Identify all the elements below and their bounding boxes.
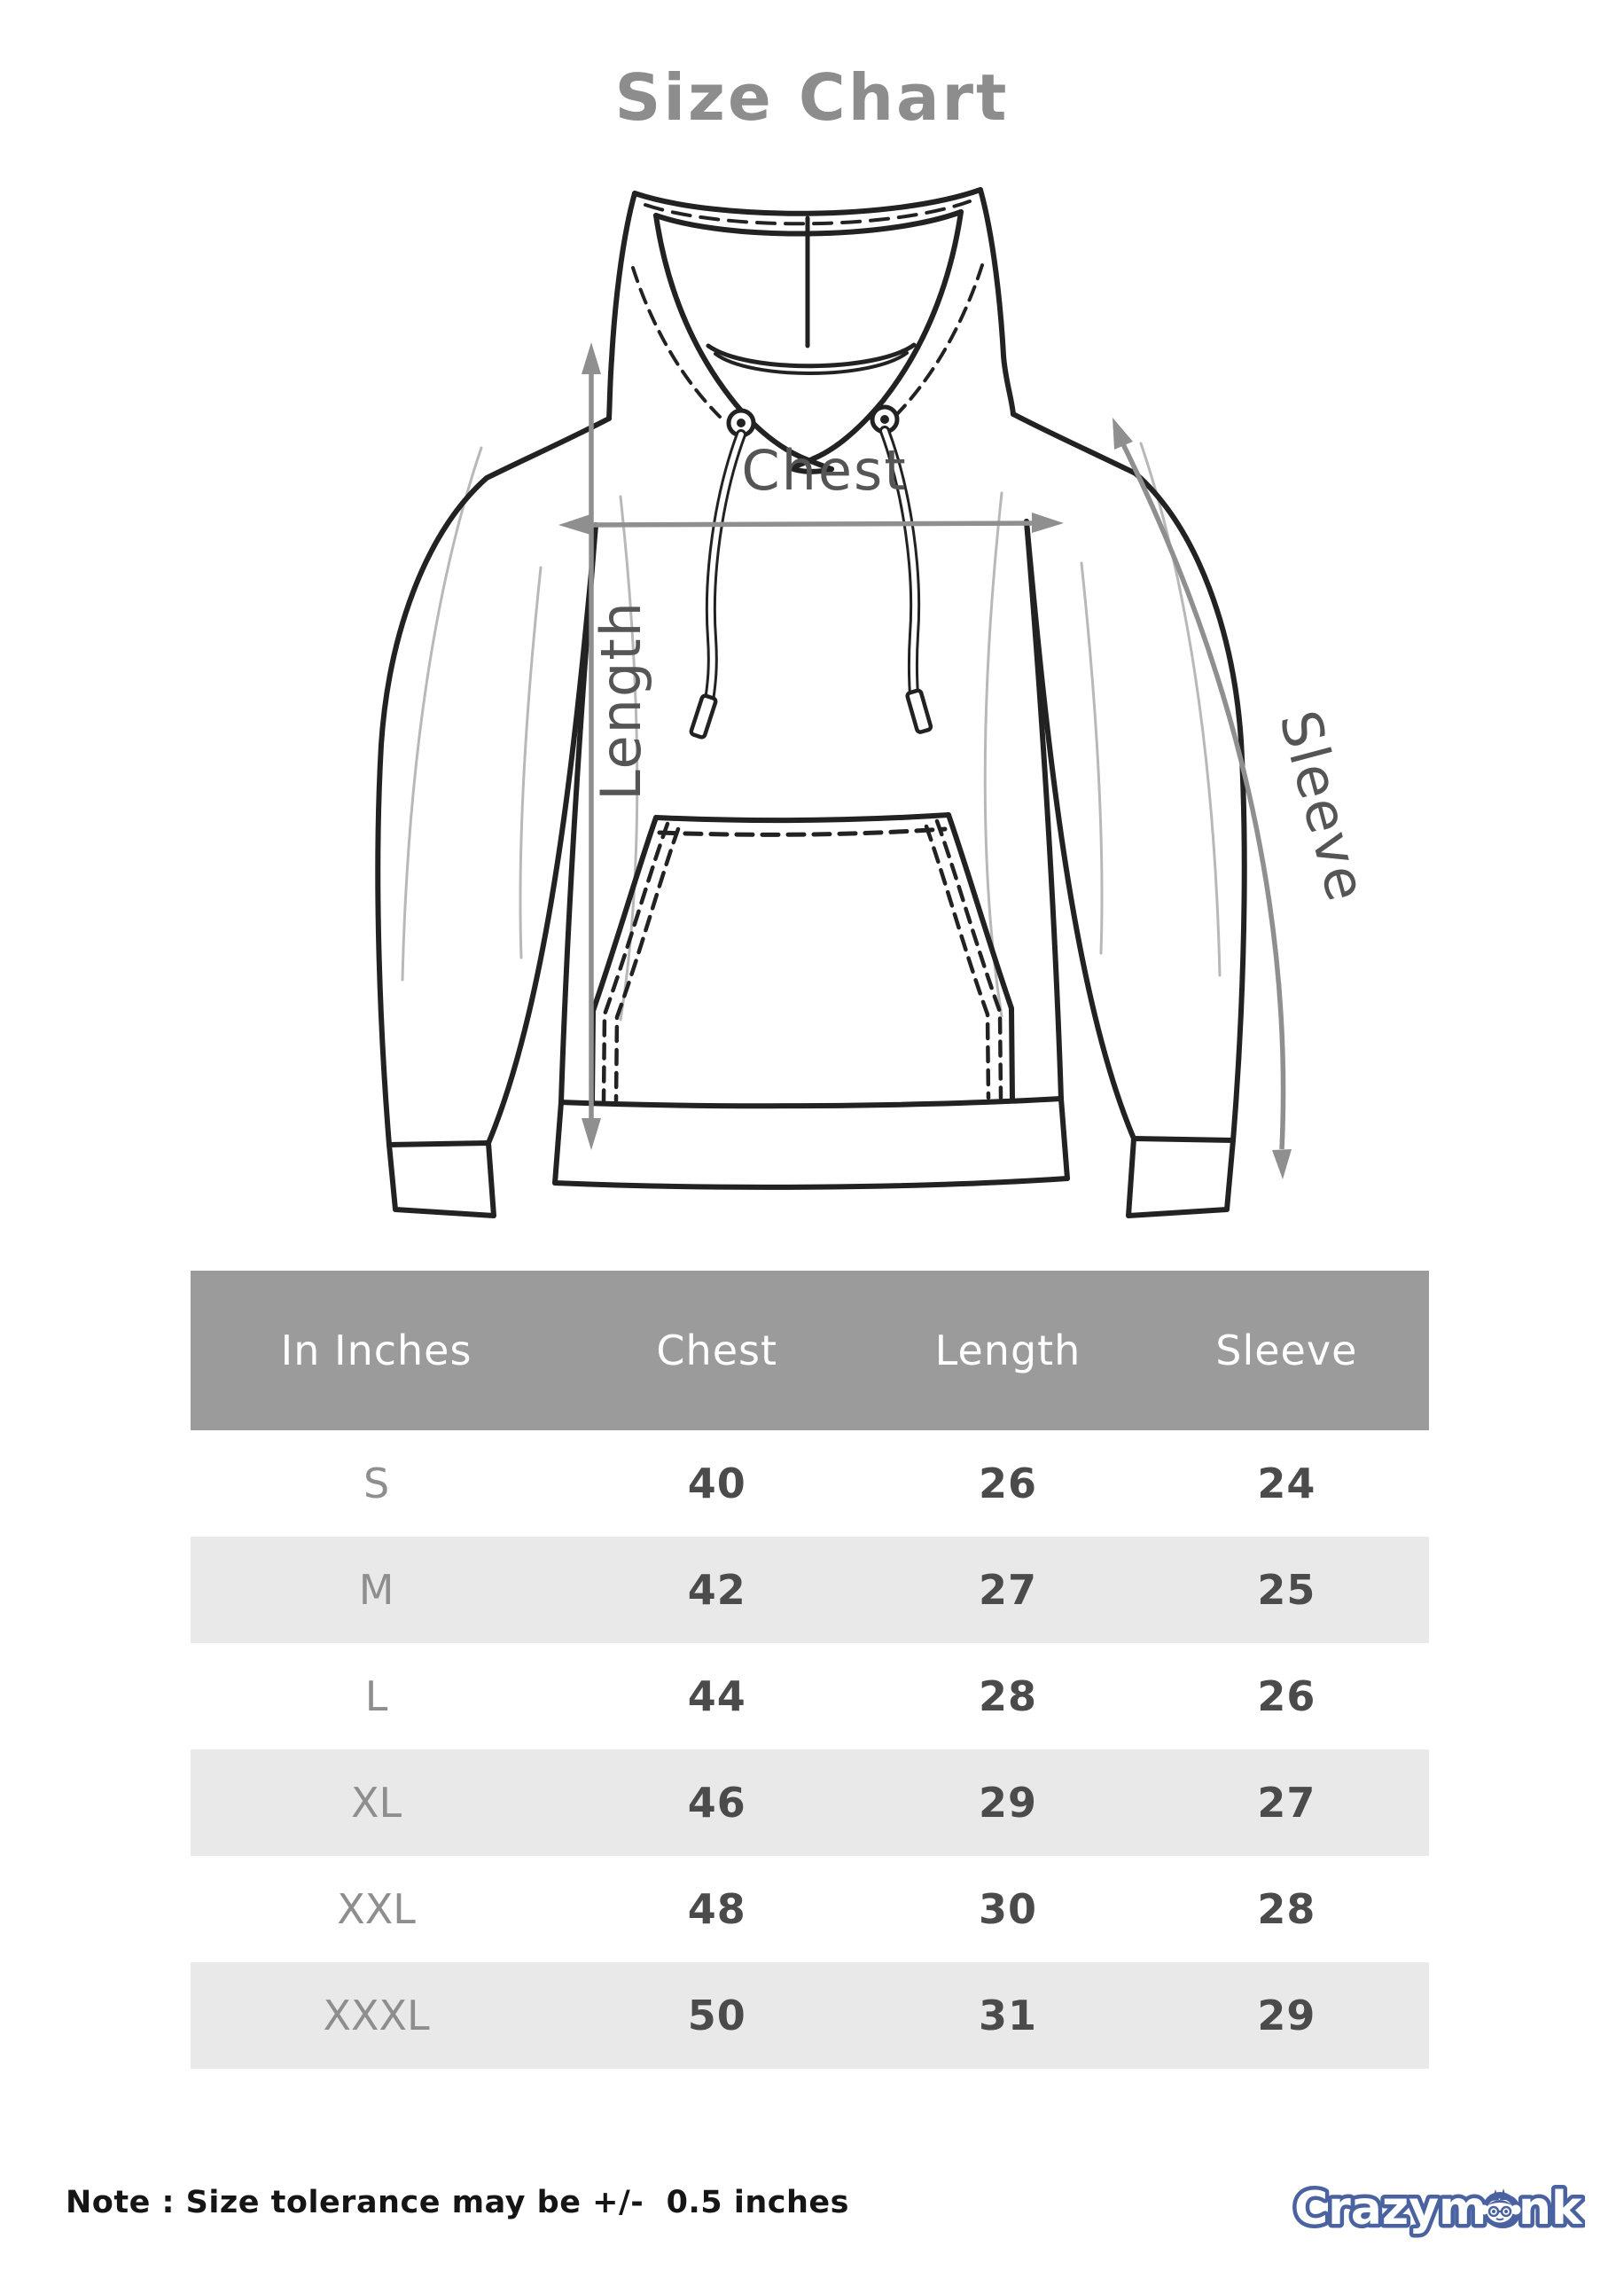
chest-label: Chest: [741, 438, 907, 503]
kangaroo-pocket: [589, 812, 1015, 1105]
length-arrowhead-bottom: [582, 1118, 601, 1150]
chest-value: 50: [687, 1992, 746, 2039]
hoodie-outline: [375, 187, 1247, 1218]
chest-value: 48: [687, 1885, 746, 1933]
hood-right-edge: [978, 187, 1016, 417]
tolerance-note: Note : Size tolerance may be +/- 0.5 inc…: [66, 2185, 849, 2220]
shoulder-left: [484, 416, 612, 481]
chest-arrow: [586, 521, 1036, 528]
sleeve-arrowhead-top: [1113, 418, 1133, 450]
header-chest: Chest: [656, 1327, 777, 1374]
sleeve-value: 27: [1257, 1779, 1316, 1827]
sleeve-arrowhead-bottom: [1272, 1149, 1292, 1179]
header-length: Length: [934, 1327, 1081, 1374]
length-label: Length: [589, 600, 653, 801]
hem-bottom: [552, 1176, 1070, 1190]
drawstrings: [689, 404, 933, 740]
length-value: 29: [979, 1779, 1038, 1827]
sleeve-value: 24: [1257, 1460, 1316, 1507]
table-row: XXXL 50 31 29: [191, 1962, 1429, 2069]
aglet-right: [905, 688, 933, 734]
chest-value: 40: [687, 1460, 746, 1507]
size-cell: S: [363, 1460, 390, 1507]
hood-stitch-left-dashed: [631, 266, 722, 419]
table-row: S 40 26 24: [191, 1430, 1429, 1537]
chest-value: 44: [687, 1672, 746, 1720]
cuff-left: [386, 1140, 496, 1218]
crazymonk-logo: Crazymonk: [1292, 2179, 1585, 2240]
table-row: XXL 48 30 28: [191, 1856, 1429, 1962]
sleeve-right-outer: [1133, 471, 1247, 1143]
size-cell: XXXL: [323, 1992, 430, 2039]
sleeve-left-inner: [486, 522, 598, 1146]
pocket-right: [946, 812, 1015, 1102]
hem-top: [558, 1096, 1064, 1109]
sleeve-left-outer: [375, 475, 489, 1147]
length-value: 30: [979, 1885, 1038, 1933]
size-cell: M: [358, 1566, 394, 1614]
hoodie-measurement-diagram: Chest Length Sleeve: [375, 187, 1379, 1218]
chest-value: 46: [687, 1779, 746, 1827]
size-cell: L: [364, 1672, 388, 1720]
sleeve-value: 25: [1257, 1566, 1316, 1614]
length-value: 27: [979, 1566, 1038, 1614]
table-row: XL 46 29 27: [191, 1749, 1429, 1856]
header-unit: In Inches: [280, 1327, 472, 1374]
logo-text: Crazymonk: [1294, 2182, 1583, 2235]
hood-outer-rim: [632, 187, 983, 216]
hood-front-right: [811, 209, 964, 461]
size-cell: XXL: [337, 1885, 416, 1933]
chest-value: 42: [687, 1566, 746, 1614]
hood-front-left: [653, 213, 811, 463]
hood-stitch-right-dashed: [895, 263, 984, 416]
shoulder-right: [1011, 411, 1138, 476]
header-sleeve: Sleeve: [1215, 1327, 1358, 1374]
page-title: Size Chart: [614, 60, 1010, 135]
length-value: 31: [979, 1992, 1038, 2039]
hood: [606, 187, 1016, 474]
fabric-crease-lines: [401, 442, 1222, 1022]
sleeve-value: 26: [1257, 1672, 1316, 1720]
sleeve-right-inner: [1024, 519, 1136, 1141]
table-row: M 42 27 25: [191, 1537, 1429, 1643]
collar-arc: [706, 342, 917, 369]
size-cell: XL: [350, 1779, 402, 1827]
sleeve-label: Sleeve: [1267, 704, 1379, 909]
size-table-header: In Inches Chest Length Sleeve: [191, 1271, 1429, 1430]
aglet-left: [689, 693, 718, 740]
sleeve-arrow: [1120, 442, 1286, 1150]
sleeve-value: 28: [1257, 1885, 1316, 1933]
table-row: L 44 28 26: [191, 1643, 1429, 1749]
size-table: In Inches Chest Length Sleeve S 40 26 24…: [191, 1271, 1429, 2069]
length-value: 26: [979, 1460, 1038, 1507]
measurement-arrows: [558, 342, 1292, 1179]
pocket-left: [589, 815, 659, 1105]
sleeve-value: 29: [1257, 1992, 1316, 2039]
chest-arrowhead-right: [1032, 513, 1064, 533]
sleeves: [375, 471, 1247, 1218]
cuff-right: [1126, 1136, 1236, 1218]
pocket-top: [653, 812, 951, 824]
monkey-face-icon: [1479, 2188, 1521, 2227]
hood-left-edge: [606, 191, 637, 421]
hood-rim-stitch-dashed: [644, 200, 972, 226]
chest-arrowhead-left: [558, 514, 590, 535]
length-arrowhead-top: [582, 342, 601, 374]
length-value: 28: [979, 1672, 1038, 1720]
